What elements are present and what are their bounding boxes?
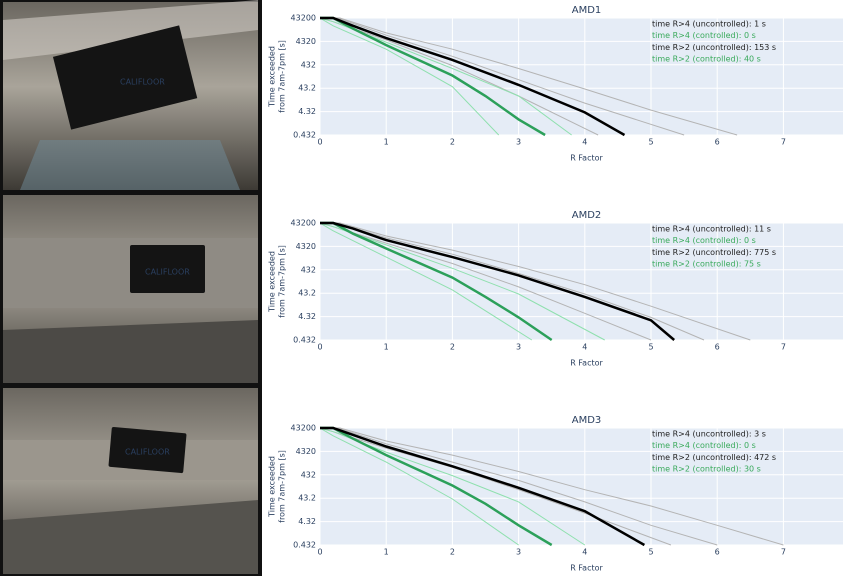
annotation: time R>4 (controlled): 0 s — [652, 236, 756, 245]
x-tick-label: 1 — [384, 138, 389, 147]
device-label: CALIFLOOR — [120, 78, 165, 87]
y-tick-label: 4320 — [296, 242, 316, 251]
x-tick-label: 6 — [715, 138, 720, 147]
chart: 43200 4320 432 43.2 4.32 0.4320 1 2 3 4 5 6 7 AMD2 R F… — [268, 210, 843, 368]
x-tick-label: 4 — [582, 343, 587, 352]
y-axis-title: from 7am-7pm [s] — [278, 40, 287, 113]
y-axis-title: from 7am-7pm [s] — [278, 450, 287, 523]
x-tick-label: 5 — [648, 548, 653, 557]
photo: CALIFLOOR — [3, 195, 258, 383]
annotation: time R>4 (controlled): 0 s — [652, 31, 756, 40]
y-tick-label: 0.432 — [293, 131, 316, 140]
x-axis-title: R Factor — [570, 564, 603, 573]
x-tick-label: 4 — [582, 138, 587, 147]
device-label: CALIFLOOR — [125, 448, 170, 457]
x-tick-label: 2 — [450, 343, 455, 352]
annotation: time R>4 (uncontrolled): 1 s — [652, 20, 766, 29]
y-tick-label: 43.2 — [298, 494, 316, 503]
x-tick-label: 7 — [781, 138, 786, 147]
x-tick-label: 3 — [516, 548, 521, 557]
y-tick-label: 4.32 — [298, 107, 316, 116]
x-axis-title: R Factor — [570, 359, 603, 368]
x-tick-label: 6 — [715, 343, 720, 352]
chart: 43200 4320 432 43.2 4.32 0.4320 1 2 3 4 5 6 7 AMD3 R F… — [268, 415, 843, 573]
annotation: time R>2 (uncontrolled): 775 s — [652, 248, 776, 257]
annotation: time R>4 (controlled): 0 s — [652, 441, 756, 450]
plot-area — [320, 428, 843, 545]
x-tick-label: 7 — [781, 343, 786, 352]
y-tick-label: 0.432 — [293, 541, 316, 550]
x-tick-label: 6 — [715, 548, 720, 557]
x-tick-label: 3 — [516, 138, 521, 147]
chart-title: AMD3 — [572, 415, 602, 426]
x-tick-label: 0 — [317, 138, 322, 147]
x-tick-label: 3 — [516, 343, 521, 352]
y-tick-label: 432 — [301, 60, 316, 69]
y-tick-label: 432 — [301, 470, 316, 479]
figure: CALIFLOOR CALIFLOOR CALIFLOOR 4320043204… — [0, 0, 843, 576]
x-tick-label: 2 — [450, 138, 455, 147]
y-tick-label: 43200 — [291, 219, 316, 228]
annotation: time R>2 (controlled): 75 s — [652, 260, 761, 269]
y-tick-label: 4.32 — [298, 517, 316, 526]
y-axis-title: Time exceeded — [268, 251, 277, 313]
x-tick-label: 5 — [648, 343, 653, 352]
device-label: CALIFLOOR — [145, 268, 190, 277]
y-axis-title: Time exceeded — [268, 46, 277, 108]
y-axis-title: from 7am-7pm [s] — [278, 245, 287, 318]
x-tick-label: 1 — [384, 343, 389, 352]
photo: CALIFLOOR — [3, 0, 258, 190]
x-axis-title: R Factor — [570, 154, 603, 163]
y-tick-label: 432 — [301, 265, 316, 274]
y-tick-label: 0.432 — [293, 336, 316, 345]
y-tick-label: 4320 — [296, 37, 316, 46]
y-tick-label: 43.2 — [298, 84, 316, 93]
annotation: time R>4 (uncontrolled): 3 s — [652, 430, 766, 439]
x-tick-label: 7 — [781, 548, 786, 557]
x-tick-label: 0 — [317, 343, 322, 352]
annotation: time R>2 (uncontrolled): 153 s — [652, 43, 776, 52]
y-axis-title: Time exceeded — [268, 456, 277, 518]
x-tick-label: 1 — [384, 548, 389, 557]
annotation: time R>2 (controlled): 30 s — [652, 465, 761, 474]
annotation: time R>2 (uncontrolled): 472 s — [652, 453, 776, 462]
y-tick-label: 4320 — [296, 447, 316, 456]
photo: CALIFLOOR — [3, 388, 258, 574]
chart: 43200 4320 432 43.2 4.32 0.4320 1 2 3 4 5 6 7 AMD1 R F… — [268, 5, 843, 163]
x-tick-label: 0 — [317, 548, 322, 557]
y-tick-label: 43200 — [291, 424, 316, 433]
x-tick-label: 2 — [450, 548, 455, 557]
chart-title: AMD2 — [572, 210, 602, 221]
x-tick-label: 5 — [648, 138, 653, 147]
y-tick-label: 43.2 — [298, 289, 316, 298]
y-tick-label: 43200 — [291, 14, 316, 23]
page: CALIFLOOR CALIFLOOR CALIFLOOR 4320043204… — [0, 0, 843, 576]
annotation: time R>4 (uncontrolled): 11 s — [652, 225, 771, 234]
annotation: time R>2 (controlled): 40 s — [652, 55, 761, 64]
y-tick-label: 4.32 — [298, 312, 316, 321]
chart-title: AMD1 — [572, 5, 602, 16]
x-tick-label: 4 — [582, 548, 587, 557]
